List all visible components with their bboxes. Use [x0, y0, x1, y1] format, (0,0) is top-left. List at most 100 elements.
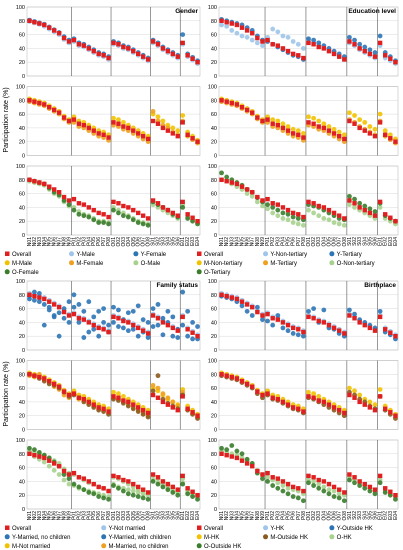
- legend-label: M-Non-tertiary: [204, 261, 242, 267]
- data-point: [135, 303, 141, 309]
- data-point: [86, 490, 92, 495]
- data-point: [56, 384, 62, 389]
- data-point: [270, 483, 276, 488]
- y-tick-label: 80: [19, 293, 25, 299]
- data-point: [190, 320, 195, 325]
- data-point: [140, 407, 146, 413]
- data-point: [36, 291, 42, 296]
- data-point: [106, 322, 111, 328]
- data-point: [185, 212, 190, 217]
- x-tick-label: E03: [388, 511, 394, 520]
- data-point: [229, 100, 234, 106]
- x-tick-label: E04: [195, 511, 201, 520]
- data-point: [372, 491, 378, 497]
- data-point: [150, 313, 156, 318]
- x-tick-label: N08: [255, 237, 261, 246]
- data-point: [311, 210, 317, 216]
- data-point: [311, 479, 317, 484]
- data-point: [321, 399, 327, 405]
- data-point: [47, 458, 52, 463]
- data-point: [311, 306, 317, 311]
- legend-label: M-Male: [12, 261, 33, 267]
- y-tick-label: 20: [19, 219, 25, 225]
- data-point: [255, 468, 260, 474]
- data-point: [56, 31, 62, 36]
- data-point: [295, 128, 301, 134]
- x-tick-label: O02: [311, 237, 317, 247]
- data-point: [96, 51, 101, 57]
- data-point: [244, 187, 250, 192]
- data-point: [372, 133, 378, 139]
- x-tick-label: P08: [301, 511, 307, 520]
- legend-marker: [5, 251, 10, 256]
- data-point: [265, 202, 270, 208]
- data-point: [180, 473, 185, 479]
- data-point: [280, 210, 286, 216]
- data-point: [121, 318, 126, 324]
- data-point: [111, 389, 116, 395]
- data-point: [160, 484, 166, 490]
- data-point: [126, 320, 131, 325]
- x-tick-label: O06: [136, 511, 142, 521]
- data-point: [32, 99, 37, 104]
- data-point: [321, 46, 327, 51]
- y-tick-label: 60: [211, 307, 217, 313]
- x-tick-label: N09: [67, 237, 73, 246]
- data-point: [51, 313, 57, 318]
- data-point: [336, 221, 342, 227]
- data-point: [316, 393, 322, 399]
- data-point: [296, 327, 301, 332]
- data-point: [239, 303, 245, 309]
- data-point: [111, 483, 116, 488]
- data-point: [296, 53, 301, 58]
- data-point: [56, 110, 62, 115]
- legend-label: M-Outside HK: [270, 535, 308, 541]
- x-tick-label: N09: [260, 237, 266, 246]
- data-point: [362, 44, 368, 50]
- y-tick-label: 100: [208, 279, 217, 285]
- data-point: [76, 475, 82, 480]
- panel-frame: [26, 6, 201, 77]
- data-point: [331, 51, 337, 57]
- data-point: [311, 391, 317, 397]
- panel-frame: [26, 360, 201, 430]
- data-point: [71, 481, 77, 487]
- data-point: [239, 105, 245, 110]
- data-point: [180, 40, 185, 46]
- data-point: [27, 372, 32, 377]
- data-point: [180, 32, 186, 37]
- data-point: [86, 479, 91, 484]
- data-point: [61, 306, 67, 311]
- data-point: [101, 320, 107, 325]
- data-point: [86, 329, 92, 335]
- data-point: [170, 333, 176, 339]
- data-point: [331, 484, 337, 490]
- y-tick-label: 80: [19, 452, 25, 458]
- data-point: [352, 388, 357, 394]
- data-point: [342, 57, 347, 62]
- data-point: [219, 18, 224, 23]
- data-point: [135, 409, 141, 414]
- data-point: [383, 53, 388, 58]
- data-point: [280, 325, 286, 331]
- data-point: [76, 316, 82, 321]
- data-point: [32, 19, 37, 25]
- data-point: [367, 399, 373, 405]
- data-point: [185, 333, 191, 339]
- data-point: [265, 206, 270, 212]
- data-point: [121, 398, 126, 403]
- data-point: [326, 322, 332, 328]
- data-point: [295, 221, 301, 227]
- x-tick-label: O06: [332, 237, 338, 247]
- data-point: [352, 113, 357, 118]
- data-point: [160, 332, 166, 338]
- data-point: [101, 220, 107, 225]
- data-point: [27, 18, 32, 23]
- data-point: [321, 307, 327, 313]
- data-point: [275, 122, 281, 128]
- data-point: [71, 292, 77, 298]
- legend-marker: [101, 543, 107, 549]
- data-point: [250, 110, 255, 115]
- data-point: [362, 207, 367, 213]
- data-point: [367, 484, 373, 490]
